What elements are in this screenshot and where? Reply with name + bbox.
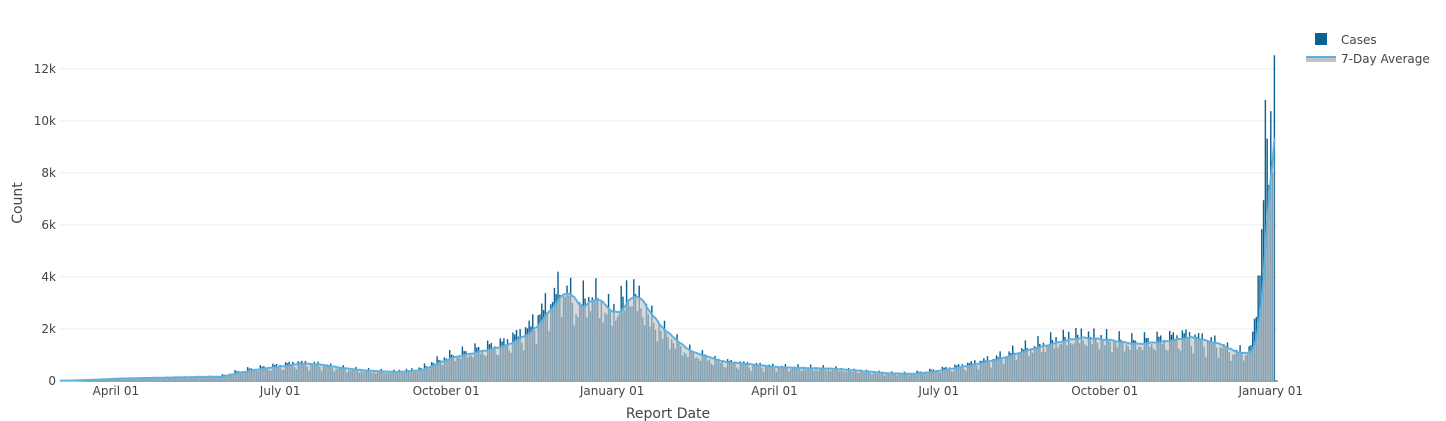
y-tick-label: 2k (41, 322, 56, 336)
x-tick-label: January 01 (579, 384, 645, 398)
y-tick-label: 0 (48, 374, 56, 388)
average-area (60, 137, 1275, 381)
y-tick-label: 12k (34, 62, 56, 76)
x-tick-label: July 01 (917, 384, 959, 398)
y-tick-label: 10k (34, 114, 56, 128)
x-tick-label: January 01 (1237, 384, 1303, 398)
y-tick-label: 4k (41, 270, 56, 284)
x-tick-label: October 01 (1071, 384, 1138, 398)
average-line (59, 137, 1276, 382)
x-axis: April 01 July 01 October 01 January 01 April… (93, 384, 1303, 398)
y-tick-label: 6k (41, 218, 56, 232)
legend-label-cases[interactable]: Cases (1341, 33, 1377, 47)
x-tick-label: April 01 (751, 384, 798, 398)
x-tick-label: October 01 (413, 384, 480, 398)
grid (60, 68, 1278, 382)
x-axis-title: Report Date (626, 406, 710, 421)
legend-label-average[interactable]: 7-Day Average (1341, 52, 1430, 66)
y-tick-label: 8k (41, 166, 56, 180)
x-tick-label: July 01 (259, 384, 301, 398)
y-axis-title: Count (10, 182, 26, 224)
x-tick-label: April 01 (93, 384, 140, 398)
y-axis: 0 2k 4k 6k 8k 10k 12k (34, 62, 56, 388)
legend-swatch-average-fill (1306, 56, 1336, 62)
legend[interactable]: Cases 7-Day Average (1306, 33, 1430, 66)
legend-swatch-cases (1315, 33, 1327, 45)
seven-day-average (59, 137, 1276, 382)
